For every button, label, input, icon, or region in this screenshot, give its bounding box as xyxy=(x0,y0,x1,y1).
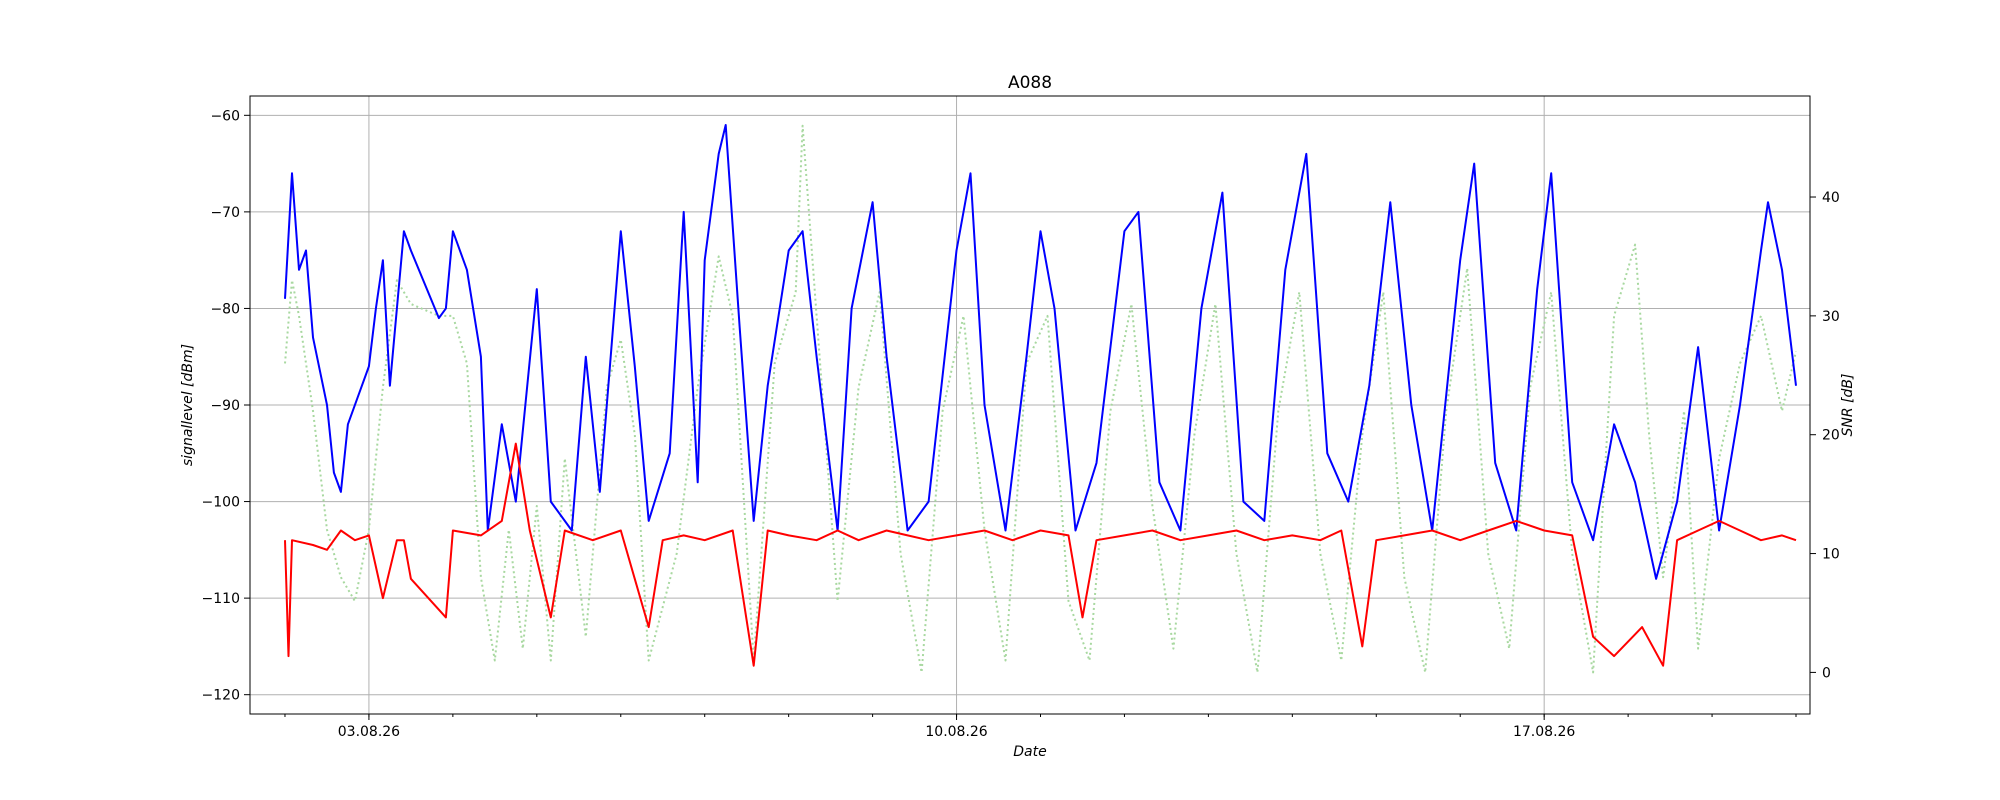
y-left-tick-label: −80 xyxy=(210,301,240,317)
series-line-0 xyxy=(284,124,1797,580)
y-right-tick-label: 40 xyxy=(1822,190,1840,206)
series-line-1 xyxy=(284,442,1797,667)
y-left-tick-label: −90 xyxy=(210,398,240,414)
x-tick-label: 17.08.26 xyxy=(1513,724,1575,740)
y-left-tick-label: −120 xyxy=(202,688,240,704)
grid xyxy=(250,96,1810,714)
y-left-tick-label: −110 xyxy=(202,591,240,607)
y-axis-left: −60 −70 −80 −90 −100 −110 −120 xyxy=(202,108,250,704)
x-tick-label: 03.08.26 xyxy=(338,724,400,740)
y-axis-right-label: SNR [dB] xyxy=(1840,374,1856,437)
y-left-tick-label: −100 xyxy=(202,495,240,511)
series-line-2 xyxy=(284,124,1797,674)
y-axis-right: 0 10 20 30 40 xyxy=(1810,190,1840,681)
y-right-tick-label: 10 xyxy=(1822,547,1840,563)
y-right-tick-label: 20 xyxy=(1822,428,1840,444)
y-axis-left-label: signallevel [dBm] xyxy=(180,344,196,466)
y-left-tick-label: −60 xyxy=(210,108,240,124)
chart-title: A088 xyxy=(1008,73,1052,93)
x-tick-label: 10.08.26 xyxy=(925,724,987,740)
plot-series xyxy=(284,124,1797,674)
x-axis-label: Date xyxy=(1013,744,1046,760)
x-axis: 03.08.26 10.08.26 17.08.26 xyxy=(284,714,1797,740)
y-right-tick-label: 0 xyxy=(1822,665,1831,681)
y-right-tick-label: 30 xyxy=(1822,309,1840,325)
y-left-tick-label: −70 xyxy=(210,205,240,221)
